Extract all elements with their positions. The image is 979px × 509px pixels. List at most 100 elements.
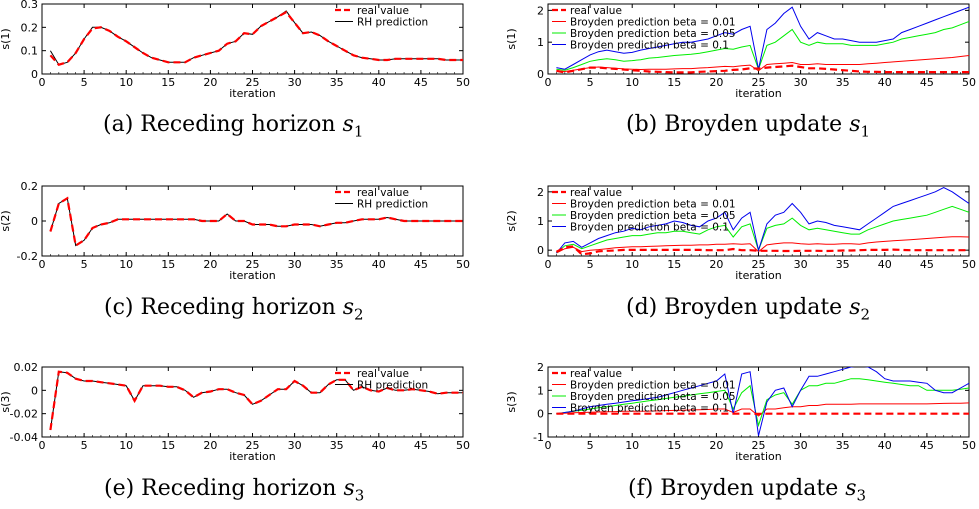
x-tick-label: 45 [920,439,934,452]
series-line-real-value [556,64,969,74]
legend-label: RH prediction [357,380,428,392]
x-axis-label: iteration [229,269,275,282]
x-tick-label: 0 [545,258,552,271]
plot-frame [41,3,464,75]
x-axis-label: iteration [735,87,781,100]
x-tick-label: 40 [372,76,386,89]
caption-d: (d) Broyden update s2 [626,295,871,324]
x-tick-label: 20 [709,76,723,89]
x-tick-label: 30 [794,439,808,452]
x-tick-label: 15 [667,258,681,271]
y-tick-label: 2 [537,361,544,374]
series-line-broyden-prediction-beta-0-01 [556,236,969,254]
x-tick-label: 40 [372,258,386,271]
x-tick-label: 0 [545,76,552,89]
x-axis-label: iteration [735,450,781,463]
x-axis-label: iteration [229,87,275,100]
y-tick-label: 0.1 [21,45,39,58]
x-tick-label: 35 [330,76,344,89]
x-tick-label: 0 [545,439,552,452]
x-tick-label: 35 [836,439,850,452]
y-axis-label: s(1) [505,28,518,49]
x-axis-label: iteration [735,269,781,282]
x-tick-label: 40 [878,439,892,452]
series-line-real-value [555,245,969,256]
caption-b: (b) Broyden update s1 [626,112,871,141]
y-tick-label: 1 [537,384,544,397]
y-tick-label: 1 [537,215,544,228]
chart-panel-c: 0 5 10 15 20 25 30 35 40 45 50-0.200.2iterations(2… [0,180,470,282]
y-tick-label: 0 [537,408,544,421]
legend-label: real value [570,5,622,17]
legend-label: real value [357,5,409,17]
y-tick-label: 0 [31,384,38,397]
series-line-broyden-prediction-beta-0-1 [556,186,969,254]
x-tick-label: 30 [794,258,808,271]
legend-label: Broyden prediction beta = 0.01 [570,380,736,392]
x-tick-label: 40 [878,76,892,89]
x-tick-label: 30 [288,439,302,452]
legend-label: RH prediction [357,17,428,29]
y-tick-label: 0 [537,68,544,81]
x-tick-label: 15 [667,76,681,89]
x-tick-label: 50 [962,258,976,271]
y-tick-label: 2 [537,186,544,199]
chart-panel-d: 0 5 10 15 20 25 30 35 40 45 50 0 1 2 iteration s(2) real… [505,185,976,282]
y-tick-label: 0.2 [21,180,39,193]
x-tick-label: 50 [962,439,976,452]
y-axis-label: s(3) [505,391,518,412]
series-line-real-value [49,370,463,431]
y-axis-label: s(1) [0,28,12,49]
x-tick-label: 50 [962,76,976,89]
legend-label: Broyden prediction beta = 0.05 [570,391,736,403]
x-tick-label: 5 [81,258,88,271]
x-tick-label: 5 [587,258,594,271]
y-tick-label: 0.3 [21,0,39,11]
legend-label: real value [570,187,622,199]
series-line-broyden-prediction-beta-0-1 [556,367,969,436]
y-tick-label: 2 [537,4,544,17]
caption-c: (c) Receding horizon s2 [104,295,364,324]
x-tick-label: 20 [203,439,217,452]
x-tick-label: 5 [587,76,594,89]
legend-label: Broyden prediction beta = 0.01 [570,199,736,211]
x-tick-label: 25 [246,76,260,89]
series-line-broyden-prediction-beta-0-05 [556,378,969,428]
legend-label: Broyden prediction beta = 0.05 [570,210,736,222]
y-tick-label: -0.2 [17,250,38,263]
series-line-broyden-prediction-beta-0-05 [556,205,969,254]
caption-e: (e) Receding horizon s3 [104,476,365,505]
y-tick-label: -0.02 [10,408,38,421]
legend-label: Broyden prediction beta = 0.05 [570,28,736,40]
y-tick-label: 0.2 [21,21,39,34]
y-axis-label: s(2) [505,210,518,231]
x-tick-label: 5 [81,76,88,89]
x-tick-label: 45 [414,76,428,89]
plot-frame [547,185,970,257]
x-tick-label: 35 [330,439,344,452]
y-tick-label: -1 [533,431,544,444]
plot-frame [41,366,464,438]
x-tick-label: 35 [836,258,850,271]
x-axis-label: iteration [229,450,275,463]
y-tick-label: 0 [31,215,38,228]
x-tick-label: 45 [414,258,428,271]
series-line-real-value [49,196,463,248]
series-line-broyden-prediction-beta-0-1 [556,6,969,70]
chart-panel-e: 0 5 10 15 20 25 30 35 40 45 50 -0.04 -0.02 0 0.02 itera… [0,361,470,463]
y-tick-label: 0 [537,244,544,257]
series-line-broyden-prediction-beta-0-05 [556,21,969,71]
x-tick-label: 10 [625,258,639,271]
x-tick-label: 50 [456,439,470,452]
legend-label: real value [357,187,409,199]
x-tick-label: 40 [372,439,386,452]
x-tick-label: 5 [587,439,594,452]
x-tick-label: 30 [288,258,302,271]
x-tick-label: 45 [920,258,934,271]
x-tick-label: 20 [203,76,217,89]
x-tick-label: 45 [920,76,934,89]
legend-label: real value [570,368,622,380]
x-tick-label: 50 [456,76,470,89]
x-tick-label: 20 [709,439,723,452]
